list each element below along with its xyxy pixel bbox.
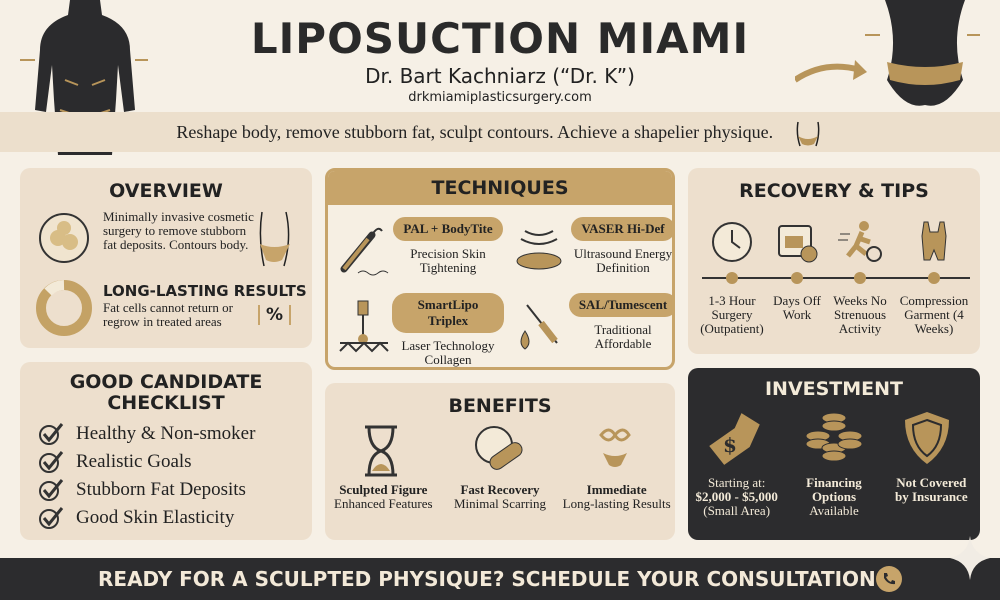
- technique-item: PAL + BodyTite Precision Skin Tightening: [338, 217, 503, 287]
- coins-icon: [805, 412, 863, 462]
- cta-banner[interactable]: READY FOR A SCULPTED PHYSIQUE? SCHEDULE …: [0, 536, 1000, 600]
- garment-icon: [921, 221, 947, 261]
- waist-contour-icon: [259, 211, 290, 267]
- overview-text: Minimally invasive cosmetic surgery to r…: [103, 209, 254, 252]
- investment-line2: by Insurance: [895, 489, 968, 504]
- tagline-banner: Reshape body, remove stubborn fat, sculp…: [0, 112, 1000, 152]
- techniques-title: TECHNIQUES: [328, 171, 672, 205]
- checklist-item: Good Skin Elasticity: [38, 504, 312, 532]
- technique-desc: Laser Technology Collagen: [401, 338, 495, 367]
- benefit-desc: Minimal Scarring: [453, 496, 547, 511]
- benefit-title: Fast Recovery: [460, 482, 540, 497]
- hourglass-icon: [365, 425, 398, 477]
- investment-title: INVESTMENT: [764, 378, 904, 400]
- technique-name: SAL/Tumescent: [568, 293, 672, 317]
- cta-text: READY FOR A SCULPTED PHYSIQUE? SCHEDULE …: [98, 567, 876, 591]
- clock-bandage-icon: [474, 426, 523, 470]
- benefit-desc: Enhanced Features: [334, 496, 433, 511]
- overview-title: OVERVIEW: [109, 180, 223, 202]
- checklist-item: Stubborn Fat Deposits: [38, 476, 312, 504]
- timeline-dot: [928, 272, 940, 284]
- sparkle-icon: [950, 536, 990, 580]
- timeline-dot: [791, 272, 803, 284]
- clock-icon: [712, 222, 752, 262]
- timeline-dot: [854, 272, 866, 284]
- doctor-name: Dr. Bart Kachniarz (“Dr. K”): [365, 64, 635, 88]
- price-tag-icon: $: [708, 413, 760, 465]
- donut-icon: [36, 280, 92, 336]
- running-icon: [838, 221, 882, 262]
- phone-icon[interactable]: [876, 566, 902, 592]
- techniques-panel: TECHNIQUES PAL + BodyTite Precision Skin…: [325, 168, 675, 370]
- recovery-item: Days Off Work: [773, 293, 821, 322]
- svg-text:$: $: [723, 433, 737, 457]
- check-icon: [39, 451, 64, 473]
- recovery-panel: RECOVERY & TIPS 1-3 Hour Surgery (Outpat…: [688, 168, 980, 354]
- tagline: Reshape body, remove stubborn fat, sculp…: [176, 122, 774, 142]
- check-icon: [39, 507, 64, 529]
- check-icon: [39, 479, 64, 501]
- benefits-panel: BENEFITS Sculpted Figure Enhanced Featur…: [325, 383, 675, 540]
- investment-line1: Financing: [806, 475, 862, 490]
- recovery-item: 1-3 Hour Surgery (Outpatient): [700, 293, 764, 336]
- benefit-desc: Long-lasting Results: [562, 496, 671, 511]
- technique-item: SAL/Tumescent Traditional Affordable: [513, 293, 672, 363]
- checklist-item: Healthy & Non-smoker: [38, 420, 312, 448]
- technique-desc: Precision Skin Tightening: [410, 246, 486, 275]
- technique-name: SmartLipo Triplex: [392, 293, 504, 333]
- check-icon: [39, 423, 64, 445]
- investment-line3: (Small Area): [703, 503, 771, 518]
- checklist-label: Good Skin Elasticity: [76, 507, 235, 528]
- recovery-item: Compression Garment (4 Weeks): [899, 293, 969, 336]
- syringe-icon: [520, 304, 558, 350]
- investment-line1: Not Covered: [896, 475, 967, 490]
- percent-icon: %: [258, 305, 292, 325]
- technique-desc: Traditional Affordable: [594, 322, 652, 351]
- results-title: LONG-LASTING RESULTS: [103, 282, 307, 300]
- website-link[interactable]: drkmiamiplasticsurgery.com: [408, 90, 592, 105]
- investment-line3: Available: [809, 503, 859, 518]
- infinity-body-icon: [598, 428, 631, 467]
- benefit-item: Fast Recovery Minimal Scarring: [445, 423, 555, 511]
- fat-cell-icon: [39, 213, 89, 263]
- checklist-panel: GOOD CANDIDATE CHECKLIST Healthy & Non-s…: [20, 362, 312, 540]
- checklist-label: Healthy & Non-smoker: [76, 423, 256, 444]
- checklist-item: Realistic Goals: [38, 448, 312, 476]
- technique-desc: Ultrasound Energy Definition: [573, 246, 673, 275]
- benefit-title: Sculpted Figure: [339, 482, 428, 497]
- investment-item: Not Covered by Insurance: [885, 408, 977, 518]
- checklist-label: Stubborn Fat Deposits: [76, 479, 246, 500]
- technique-name: VASER Hi-Def: [571, 217, 672, 241]
- benefit-title: Immediate: [586, 482, 647, 497]
- waist-transform-icon: [795, 0, 980, 106]
- investment-line2: Options: [811, 489, 857, 504]
- timeline-dot: [726, 272, 738, 284]
- technique-item: SmartLipo Triplex Laser Technology Colla…: [338, 293, 504, 367]
- results-text: Fat cells cannot return or regrow in tre…: [103, 300, 233, 329]
- recovery-title: RECOVERY & TIPS: [739, 180, 929, 202]
- page-title: LIPOSUCTION MIAMI: [250, 14, 750, 63]
- checklist-label: Realistic Goals: [76, 451, 192, 472]
- timeline-line: [702, 277, 970, 279]
- recovery-item: Weeks No Strenuous Activity: [833, 293, 887, 336]
- waist-icon: [796, 121, 819, 147]
- overview-panel: OVERVIEW Minimally invasive cosmetic sur…: [20, 168, 312, 348]
- calendar-icon: [778, 225, 818, 263]
- investment-panel: INVESTMENT $ Starting at: $2,000 - $5,00…: [688, 368, 980, 540]
- investment-line1: Starting at:: [707, 475, 766, 490]
- benefit-item: Sculpted Figure Enhanced Features: [328, 423, 438, 511]
- cannula-icon: [340, 227, 389, 276]
- technique-item: VASER Hi-Def Ultrasound Energy Definitio…: [513, 217, 673, 287]
- benefit-item: Immediate Long-lasting Results: [562, 423, 672, 511]
- investment-item: $ Starting at: $2,000 - $5,000 (Small Ar…: [691, 408, 783, 518]
- shield-icon: [905, 412, 950, 464]
- checklist-title: GOOD CANDIDATE CHECKLIST: [69, 371, 263, 414]
- technique-name: PAL + BodyTite: [393, 217, 503, 241]
- investment-item: Financing Options Available: [788, 408, 880, 518]
- investment-line2: $2,000 - $5,000: [695, 489, 778, 504]
- laser-icon: [339, 300, 389, 353]
- ultrasound-icon: [516, 230, 562, 270]
- benefits-title: BENEFITS: [448, 395, 552, 417]
